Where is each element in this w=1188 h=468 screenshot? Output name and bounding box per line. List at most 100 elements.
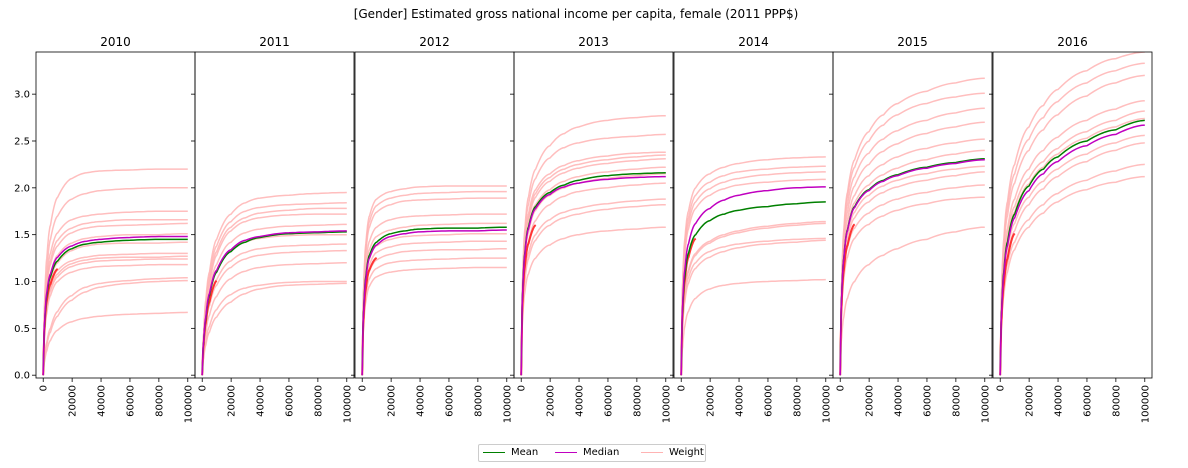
weight-line-2010-11 (42, 277, 188, 376)
legend-entry-median: Median (555, 447, 625, 459)
x-tick-label-2016-0: 0 (996, 385, 1007, 391)
x-tick-label-2011-2: 40000 (256, 385, 267, 417)
y-tick-label-0: 0.0 (14, 371, 30, 382)
weight-line-2015-7 (839, 171, 985, 376)
weight-line-2013-4 (520, 158, 666, 376)
weight-line-2013-7 (520, 182, 666, 376)
x-tick-label-2014-2: 40000 (735, 385, 746, 417)
legend-label-median: Median (583, 447, 620, 458)
weight-line-2015-9 (839, 196, 985, 376)
x-tick-label-2012-1: 20000 (387, 385, 398, 417)
weight-line-2010-13 (42, 311, 188, 376)
x-tick-label-2010-2: 40000 (97, 385, 108, 417)
panel-title-2014: 2014 (738, 35, 769, 49)
weight-line-2013-1 (520, 133, 666, 376)
weight-line-2013-9 (520, 203, 666, 376)
y-tick-label-4: 2.0 (14, 183, 30, 194)
weight-line-2015-0 (839, 77, 985, 376)
x-tick-label-2015-2: 40000 (894, 385, 905, 417)
x-tick-label-2015-3: 60000 (922, 385, 933, 417)
median-line-2010 (42, 235, 188, 376)
weight-line-2012-1 (361, 190, 507, 376)
chart-area: 2010 0 20000 40000 60000 80000 100000 0.0 0.5 1.0… (14, 35, 1153, 423)
y-tick-label-3: 1.5 (14, 230, 30, 241)
x-tick-label-2013-1: 20000 (546, 385, 557, 417)
panel-title-2010: 2010 (100, 35, 131, 49)
x-tick-label-2014-3: 60000 (763, 385, 774, 417)
weight-line-2011-7 (201, 249, 347, 376)
panel-frame-2016 (992, 51, 1153, 379)
x-tick-label-2010-4: 80000 (154, 385, 165, 417)
weight-line-2015-5 (839, 149, 985, 376)
x-tick-label-2012-5: 100000 (502, 385, 513, 423)
x-tick-label-2016-3: 60000 (1082, 385, 1093, 417)
y-tick-label-1: 0.5 (14, 324, 30, 335)
weight-line-2015-8 (839, 184, 985, 376)
weight-line-2010-6 (42, 241, 188, 376)
x-tick-label-2015-0: 0 (836, 385, 847, 391)
weight-line-2016-1 (999, 62, 1145, 376)
panel-title-2016: 2016 (1057, 35, 1088, 49)
weight-line-2012-2 (361, 197, 507, 376)
weight-line-2014-7 (680, 239, 826, 376)
x-tick-label-2010-0: 0 (39, 385, 50, 391)
x-tick-label-2015-5: 100000 (980, 385, 991, 423)
weight-line-2015-1 (839, 92, 985, 376)
legend-label-mean: Mean (511, 447, 539, 458)
legend: Mean Median Weight (478, 444, 706, 462)
weight-line-2013-3 (520, 154, 666, 376)
legend-entry-weight: Weight (641, 447, 704, 459)
median-line-2014 (680, 186, 826, 376)
median-line-2013 (520, 175, 666, 376)
panel-title-2013: 2013 (578, 35, 609, 49)
x-tick-label-2012-4: 80000 (473, 385, 484, 417)
panel-title-2015: 2015 (897, 35, 928, 49)
median-line-2011 (201, 230, 347, 376)
x-tick-label-2011-3: 60000 (284, 385, 295, 417)
weight-line-2012-6 (361, 240, 507, 376)
x-tick-label-2011-4: 80000 (313, 385, 324, 417)
legend-label-weight: Weight (669, 447, 704, 458)
weight-line-2013-6 (520, 173, 666, 376)
weight-line-2010-0 (42, 168, 188, 376)
y-tick-label-5: 2.5 (14, 136, 30, 147)
mean-line-2013 (520, 172, 666, 376)
weight-line-2012-8 (361, 257, 507, 376)
median-line-2016 (999, 124, 1145, 376)
weight-line-2011-1 (201, 202, 347, 376)
weight-line-2014-8 (680, 278, 826, 376)
weight-line-2011-9 (201, 280, 347, 376)
weight-line-2012-4 (361, 222, 507, 376)
x-tick-label-2016-2: 40000 (1054, 385, 1065, 417)
weight-line-2011-3 (201, 213, 347, 376)
panel-frame-2015 (832, 51, 993, 379)
x-tick-label-2014-4: 80000 (792, 385, 803, 417)
x-tick-label-2015-4: 80000 (951, 385, 962, 417)
weight-line-2016-3 (999, 99, 1145, 376)
x-tick-label-2012-3: 60000 (444, 385, 455, 417)
x-tick-label-2014-0: 0 (677, 385, 688, 391)
weight-line-2013-10 (520, 226, 666, 376)
weight-line-2014-1 (680, 165, 826, 376)
weight-line-2014-0 (680, 156, 826, 376)
x-tick-label-2016-5: 100000 (1140, 385, 1151, 423)
median-line-2012 (361, 229, 507, 376)
x-tick-label-2016-1: 20000 (1025, 385, 1036, 417)
weight-line-2010-12 (42, 279, 188, 376)
weight-line-2013-8 (520, 198, 666, 376)
weight-line-2016-5 (999, 117, 1145, 376)
legend-entry-mean: Mean (483, 447, 543, 459)
weight-line-2014-6 (680, 237, 826, 376)
weight-line-2011-10 (201, 282, 347, 376)
weight-line-2016-6 (999, 134, 1145, 376)
x-tick-label-2013-3: 60000 (603, 385, 614, 417)
panel-frame-2011 (194, 51, 355, 379)
x-tick-label-2013-2: 40000 (575, 385, 586, 417)
x-tick-label-2014-5: 100000 (821, 385, 832, 423)
x-tick-label-2010-1: 20000 (68, 385, 79, 417)
legend-swatch-mean (483, 452, 505, 453)
x-tick-label-2010-5: 100000 (183, 385, 194, 423)
x-tick-label-2013-0: 0 (517, 385, 528, 391)
y-tick-label-2: 1.0 (14, 277, 30, 288)
weight-line-2014-5 (680, 222, 826, 376)
